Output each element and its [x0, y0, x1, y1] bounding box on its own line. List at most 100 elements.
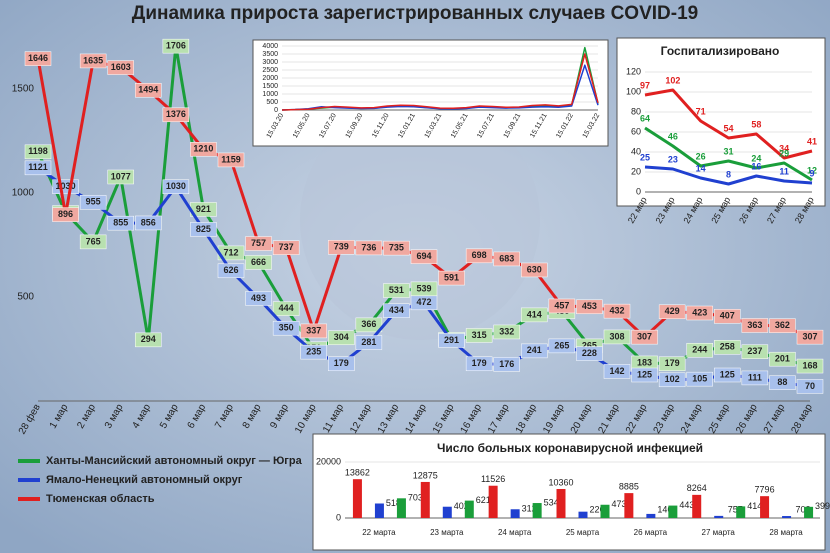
- value-label: 1494: [138, 85, 158, 95]
- value-label-bg: [355, 240, 383, 256]
- value-label: 666: [251, 257, 266, 267]
- value-label-bg: [603, 364, 631, 379]
- value-label: 9: [809, 168, 814, 178]
- value-label-bg: [438, 270, 465, 286]
- value-label-bg: [190, 222, 217, 237]
- value-label: 739: [334, 242, 349, 252]
- value-label: 2260: [589, 504, 609, 514]
- value-label-bg: [107, 215, 134, 231]
- value-label-bg: [493, 251, 520, 267]
- value-label: 712: [223, 247, 238, 257]
- inset-title: Число больных коронавирусной инфекцией: [437, 441, 703, 455]
- bar: [532, 503, 542, 518]
- value-label: 855: [113, 218, 128, 228]
- value-label-bg: [24, 160, 52, 176]
- value-label: 1460: [657, 504, 677, 514]
- inset-frame: [252, 39, 609, 147]
- value-label-bg: [135, 332, 162, 348]
- value-label: 332: [499, 326, 514, 336]
- value-label-bg: [796, 379, 824, 394]
- x-tick-label: 28 марта: [769, 528, 803, 537]
- inset-title: Госпитализировано: [661, 44, 780, 58]
- value-label: 88: [777, 377, 787, 387]
- value-label-bg: [162, 107, 190, 123]
- value-label: 1030: [56, 181, 76, 191]
- series-line: [644, 165, 813, 186]
- bar: [804, 506, 814, 518]
- inset-frame: [312, 433, 826, 551]
- x-tick-label: 25 марта: [566, 528, 600, 537]
- value-label: 432: [609, 306, 624, 316]
- value-label-bg: [576, 346, 603, 361]
- value-label: 1198: [28, 146, 48, 156]
- value-label: 307: [802, 332, 817, 342]
- value-label-bg: [190, 142, 217, 157]
- value-label: 1603: [111, 62, 131, 72]
- y-tick-label: 60: [631, 126, 641, 136]
- value-label: 13862: [345, 468, 370, 478]
- value-label: 176: [499, 359, 514, 369]
- legend-label: Тюменская область: [46, 493, 155, 505]
- value-label: 142: [609, 366, 624, 376]
- value-label: 12875: [413, 470, 438, 480]
- y-tick-label: 0: [636, 186, 641, 196]
- value-label: 237: [747, 346, 762, 356]
- y-tick-label: 80: [631, 106, 641, 116]
- value-label: 423: [692, 307, 707, 317]
- value-label-bg: [79, 234, 107, 250]
- value-label-bg: [135, 215, 162, 231]
- value-label: 12: [807, 165, 817, 175]
- value-label: 8: [726, 169, 731, 179]
- bar: [578, 511, 588, 518]
- value-label: 630: [527, 264, 542, 274]
- value-label-bg: [410, 295, 438, 311]
- value-label: 8885: [619, 481, 639, 491]
- value-label: 1121: [28, 162, 48, 172]
- y-tick-label: 500: [17, 292, 34, 303]
- value-label: 102: [665, 374, 680, 384]
- bar: [736, 506, 746, 518]
- value-label: 7796: [755, 485, 775, 495]
- value-label: 125: [637, 369, 652, 379]
- value-label: 304: [334, 332, 349, 342]
- value-label: 183: [637, 357, 652, 367]
- bar: [624, 493, 634, 518]
- value-label: 265: [582, 340, 597, 350]
- value-label-bg: [24, 51, 52, 66]
- value-label: 201: [775, 354, 790, 364]
- value-label: 1210: [193, 144, 213, 154]
- value-label-bg: [796, 358, 824, 374]
- value-label-bg: [686, 305, 713, 321]
- value-label: 179: [665, 358, 680, 368]
- value-label-bg: [741, 344, 769, 359]
- value-label-bg: [217, 263, 245, 279]
- value-label: 25: [640, 152, 650, 162]
- y-tick-label: 500: [266, 99, 278, 106]
- value-label: 1030: [166, 181, 186, 191]
- value-label-bg: [603, 329, 631, 345]
- value-label: 3991: [815, 501, 830, 511]
- value-label: 5343: [544, 497, 564, 507]
- value-label-bg: [438, 333, 465, 348]
- value-label: 765: [86, 236, 101, 246]
- value-label-bg: [548, 298, 576, 314]
- value-label: 7031: [408, 493, 428, 503]
- value-label: 4029: [454, 501, 474, 511]
- value-label: 429: [665, 306, 680, 316]
- value-label: 315: [472, 330, 487, 340]
- value-label: 64: [640, 113, 650, 123]
- value-label: 26: [696, 151, 706, 161]
- x-tick-label: 27 марта: [702, 528, 736, 537]
- inset-frame: [616, 37, 826, 207]
- y-tick-label: 100: [626, 86, 641, 96]
- x-tick-label: 26 марта: [634, 528, 668, 537]
- x-tick-label: 22 марта: [362, 528, 396, 537]
- y-tick-label: 1000: [262, 91, 278, 98]
- value-label-bg: [493, 357, 520, 372]
- value-label: 683: [499, 253, 514, 263]
- value-label: 362: [775, 320, 790, 330]
- value-label: 23: [668, 154, 678, 164]
- value-label: 363: [747, 320, 762, 330]
- bar: [760, 496, 770, 518]
- value-label: 168: [802, 360, 817, 370]
